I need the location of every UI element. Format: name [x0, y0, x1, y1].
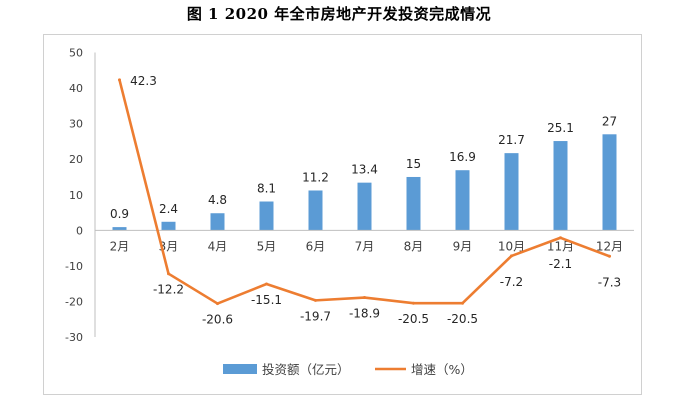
growth-point	[265, 282, 268, 286]
x-tick-label: 4月	[208, 239, 228, 253]
x-tick-label: 5月	[257, 239, 277, 253]
bar-data-label: 15	[406, 157, 421, 171]
bar	[112, 227, 127, 231]
bar-data-label: 13.4	[351, 163, 378, 177]
growth-point	[559, 236, 562, 240]
bar-data-label: 4.8	[208, 193, 227, 207]
bar	[553, 141, 568, 231]
bar-data-label: 27	[602, 114, 617, 128]
x-tick-label: 10月	[498, 239, 525, 253]
line-data-label: -20.6	[202, 313, 233, 327]
bar	[406, 176, 421, 231]
line-data-label: -12.2	[153, 283, 184, 297]
line-data-label: -7.2	[500, 275, 523, 289]
growth-point	[461, 301, 464, 305]
growth-point	[118, 78, 121, 82]
bar-data-label: 25.1	[547, 121, 574, 135]
line-data-label: -20.5	[398, 312, 429, 326]
y-tick-label: 10	[69, 189, 83, 202]
line-data-label: -20.5	[447, 312, 478, 326]
bar	[259, 201, 274, 231]
legend-bar-swatch	[223, 364, 257, 374]
chart-title: 图 1 2020 年全市房地产开发投资完成情况	[186, 5, 492, 23]
x-tick-label: 12月	[596, 239, 623, 253]
y-tick-label: -30	[65, 331, 83, 344]
x-tick-label: 11月	[547, 239, 574, 253]
bar	[357, 182, 372, 231]
line-data-label: -2.1	[549, 257, 572, 271]
legend-bar-label: 投资额（亿元）	[262, 362, 350, 377]
y-tick-label: -20	[65, 295, 83, 308]
growth-point	[363, 296, 366, 300]
bar-data-label: 2.4	[159, 202, 178, 216]
bar	[602, 134, 617, 231]
line-data-label: -15.1	[251, 293, 282, 307]
bar-data-label: 21.7	[498, 133, 525, 147]
y-tick-label: -10	[65, 260, 83, 273]
y-tick-label: 50	[69, 47, 83, 60]
bar	[308, 190, 323, 231]
line-data-label: -7.3	[598, 275, 621, 289]
line-data-label: -19.7	[300, 309, 331, 323]
y-tick-label: 40	[69, 82, 83, 95]
x-tick-label: 9月	[453, 239, 473, 253]
line-data-label: -18.9	[349, 307, 380, 321]
y-tick-label: 20	[69, 153, 83, 166]
x-tick-label: 8月	[404, 239, 424, 253]
x-tick-label: 2月	[110, 239, 130, 253]
growth-point	[167, 272, 170, 276]
growth-point	[510, 254, 513, 258]
x-tick-label: 6月	[306, 239, 326, 253]
growth-point	[314, 298, 317, 302]
bar	[455, 170, 470, 231]
chart-frame	[43, 34, 642, 395]
growth-point	[608, 254, 611, 258]
growth-point	[412, 301, 415, 305]
line-data-label: 42.3	[130, 74, 157, 88]
bar-data-label: 16.9	[449, 150, 476, 164]
bar-data-label: 11.2	[302, 170, 329, 184]
bar-data-label: 0.9	[110, 207, 129, 221]
bar	[504, 153, 519, 231]
x-tick-label: 7月	[355, 239, 375, 253]
bar	[210, 213, 225, 231]
y-tick-label: 30	[69, 118, 83, 131]
bar	[161, 221, 176, 231]
legend-line-label: 增速（%）	[411, 362, 473, 377]
bar-data-label: 8.1	[257, 182, 276, 196]
y-tick-label: 0	[76, 224, 83, 237]
growth-point	[216, 302, 219, 306]
